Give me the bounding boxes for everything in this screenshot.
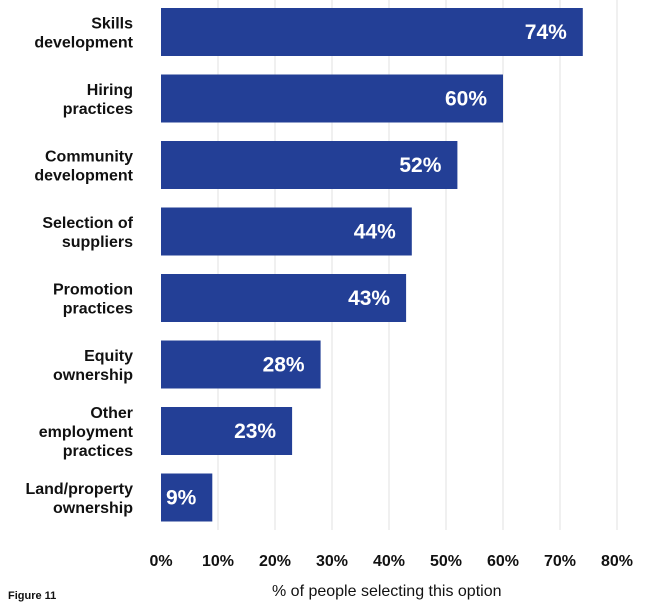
x-axis-label: % of people selecting this option	[272, 583, 502, 600]
category-label: Promotion practices	[53, 282, 133, 318]
category-label: Land/property ownership	[25, 481, 133, 517]
data-label: 74%	[525, 21, 567, 44]
bars: 74% 60% 52% 44% 43% 28% 23% 9%	[161, 8, 583, 522]
bar	[161, 207, 412, 256]
x-tick-label: 20%	[259, 553, 291, 570]
bar	[161, 407, 293, 455]
x-tick-label: 70%	[544, 553, 576, 570]
data-label: 52%	[399, 154, 441, 177]
x-tick-label: 10%	[202, 553, 234, 570]
figure-caption: Figure 11	[8, 590, 57, 602]
data-label: 44%	[354, 221, 396, 244]
x-tick-label: 0%	[149, 553, 172, 570]
x-tick-labels: 0% 10% 20% 30% 40% 50% 60% 70% 80%	[149, 553, 633, 570]
bar	[161, 74, 503, 123]
category-label: Selection of suppliers	[42, 215, 133, 251]
category-label: Skills development	[34, 16, 133, 52]
category-labels: Skills development Hiring practices Communit…	[25, 16, 133, 518]
bar	[161, 141, 458, 189]
bar	[161, 274, 407, 322]
bar	[161, 340, 321, 389]
x-tick-label: 50%	[430, 553, 462, 570]
x-tick-label: 80%	[601, 553, 633, 570]
category-label: Equity ownership	[53, 348, 133, 384]
data-label: 28%	[263, 354, 305, 377]
bar	[161, 473, 213, 522]
category-label: Other employment practices	[39, 405, 134, 460]
x-tick-label: 30%	[316, 553, 348, 570]
data-label: 23%	[234, 420, 276, 443]
category-label: Hiring practices	[63, 82, 133, 118]
x-tick-label: 40%	[373, 553, 405, 570]
data-label: 43%	[348, 287, 390, 310]
bar	[161, 8, 583, 56]
data-label: 60%	[445, 88, 487, 111]
data-label: 9%	[166, 487, 197, 510]
category-label: Community development	[34, 149, 133, 185]
x-tick-label: 60%	[487, 553, 519, 570]
